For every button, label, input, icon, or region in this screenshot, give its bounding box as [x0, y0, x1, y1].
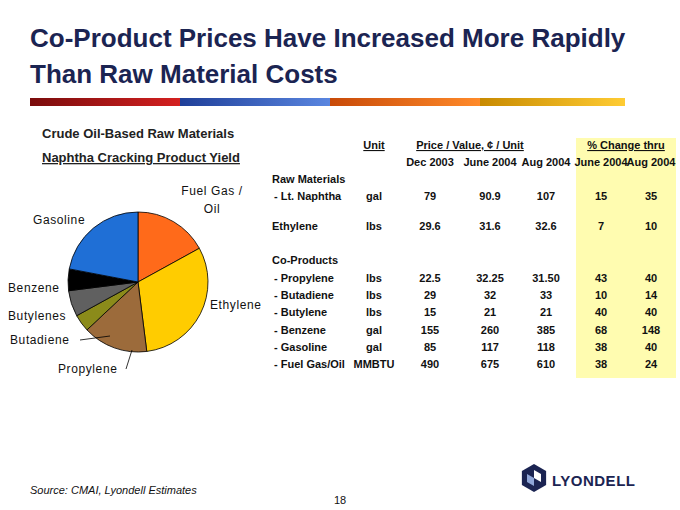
table-cell: 29	[424, 289, 436, 301]
table-cell: 31.6	[479, 220, 500, 232]
row-label: - Fuel Gas/Oil	[274, 358, 345, 370]
source-note: Source: CMAI, Lyondell Estimates	[30, 484, 197, 496]
table-header: % Change thru	[587, 139, 665, 151]
leader-line	[80, 336, 110, 340]
row-label: - Butadiene	[274, 289, 334, 301]
logo-icon	[522, 464, 546, 492]
title-bar	[480, 98, 625, 106]
slide: Co-Product Prices Have Increased More Ra…	[0, 0, 680, 510]
table-cell: 40	[595, 306, 607, 318]
table-cell: 15	[424, 306, 436, 318]
table-cell: 29.6	[419, 220, 440, 232]
page-number: 18	[334, 494, 346, 506]
table-cell: gal	[366, 341, 382, 353]
table-cell: 32.6	[535, 220, 556, 232]
table-cell: 21	[484, 306, 496, 318]
table-cell: 43	[595, 272, 607, 284]
row-label: - Gasoline	[274, 341, 327, 353]
table-cell: 10	[645, 220, 657, 232]
table-cell: lbs	[366, 306, 382, 318]
row-label: Raw Materials	[272, 173, 345, 185]
leader-line	[126, 350, 132, 369]
table-cell: 610	[537, 358, 555, 370]
slide-title: Than Raw Material Costs	[30, 59, 338, 89]
highlight-box	[576, 138, 676, 378]
slice-label: Ethylene	[210, 298, 262, 312]
row-label: - Butylene	[274, 306, 327, 318]
table-cell: 118	[537, 341, 555, 353]
row-label: - Benzene	[274, 324, 326, 336]
title-bar	[180, 98, 330, 106]
table-cell: 155	[421, 324, 439, 336]
table-cell: gal	[366, 190, 382, 202]
logo-hex	[522, 464, 546, 492]
pie-slice	[138, 248, 208, 351]
table-cell: 148	[642, 324, 660, 336]
table-cell: lbs	[366, 220, 382, 232]
table-cell: 79	[424, 190, 436, 202]
table-cell: 35	[645, 190, 657, 202]
table-cell: 117	[481, 341, 499, 353]
table-cell: gal	[366, 324, 382, 336]
table-header: Unit	[363, 139, 385, 151]
row-label: Ethylene	[272, 220, 318, 232]
table-cell: 40	[645, 341, 657, 353]
title-bar	[30, 98, 180, 106]
table-cell: 14	[645, 289, 658, 301]
row-label: - Propylene	[274, 272, 334, 284]
table-cell: 40	[645, 306, 657, 318]
table-cell: 21	[540, 306, 552, 318]
slice-label: Butadiene	[10, 333, 69, 347]
table-subheader: Aug 2004	[522, 156, 572, 168]
chart-subtitle: Naphtha Cracking Product Yield	[42, 150, 240, 165]
table-cell: 7	[598, 220, 604, 232]
logo-face	[534, 470, 541, 482]
table-cell: 385	[537, 324, 555, 336]
table-cell: lbs	[366, 289, 382, 301]
table-cell: MMBTU	[354, 358, 395, 370]
logo-text: LYONDELL	[552, 472, 635, 489]
table-cell: 675	[481, 358, 499, 370]
slice-label: Benzene	[8, 281, 60, 295]
logo-face	[527, 474, 534, 486]
table-cell: 490	[421, 358, 439, 370]
table-cell: 38	[595, 358, 607, 370]
table-cell: 68	[595, 324, 607, 336]
table-cell: 32.25	[476, 272, 504, 284]
table-cell: 40	[645, 272, 657, 284]
row-label: Co-Products	[272, 254, 338, 266]
table-cell: 260	[481, 324, 499, 336]
table-cell: 31.50	[532, 272, 560, 284]
table-subheader: Dec 2003	[406, 156, 454, 168]
table-cell: 85	[424, 341, 436, 353]
table-subheader: Aug 2004	[627, 156, 677, 168]
title-bar	[330, 98, 480, 106]
table-cell: 22.5	[419, 272, 440, 284]
pie	[68, 212, 208, 352]
table-cell: 10	[595, 289, 607, 301]
slice-label: Propylene	[58, 362, 117, 376]
table-cell: lbs	[366, 272, 382, 284]
table-cell: 38	[595, 341, 607, 353]
table-subheader: June 2004	[463, 156, 517, 168]
table-cell: 33	[540, 289, 552, 301]
table-cell: 24	[645, 358, 658, 370]
row-label: - Lt. Naphtha	[274, 190, 342, 202]
slice-label: Fuel Gas /Oil	[181, 184, 242, 216]
table-subheader: June 2004	[574, 156, 628, 168]
table-cell: 90.9	[479, 190, 500, 202]
slide-title: Co-Product Prices Have Increased More Ra…	[30, 23, 626, 53]
table-cell: 15	[595, 190, 607, 202]
slice-label: Gasoline	[33, 213, 85, 227]
chart-title: Crude Oil-Based Raw Materials	[42, 126, 234, 141]
table-cell: 107	[537, 190, 555, 202]
table-cell: 32	[484, 289, 496, 301]
slice-label: Butylenes	[8, 309, 66, 323]
table-header: Price / Value, ¢ / Unit	[416, 139, 524, 151]
